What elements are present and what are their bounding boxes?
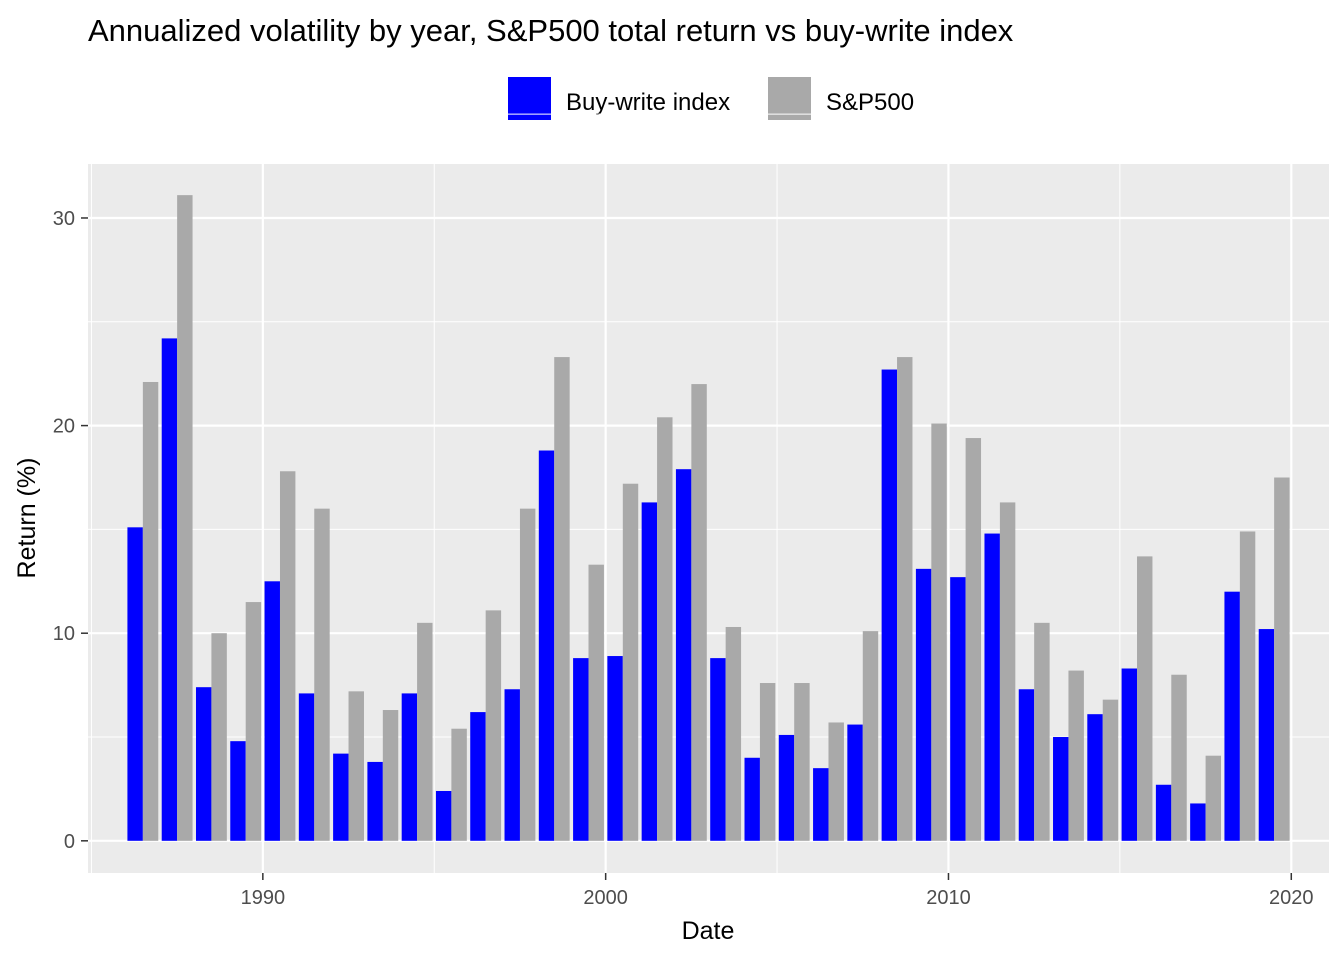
bar-sp500-1990 [279,471,296,841]
bar-buy-write-2011 [984,533,1000,841]
bar-sp500-1993 [382,710,399,841]
bars [127,195,1290,841]
bar-buy-write-2009 [915,568,932,841]
bar-buy-write-2000 [607,656,623,841]
bar-buy-write-2016 [1155,784,1172,841]
bar-buy-write-2012 [1018,689,1035,841]
bar-buy-write-2017 [1190,803,1206,841]
bar-buy-write-2015 [1121,668,1138,841]
bar-buy-write-2003 [710,658,726,841]
bar-buy-write-2004 [744,757,760,841]
bar-sp500-2019 [1274,477,1290,841]
bar-buy-write-1991 [298,693,315,841]
bar-sp500-2008 [897,357,913,841]
grid-minor [88,113,1329,873]
bar-buy-write-2006 [813,768,829,841]
x-tick-label: 2000 [583,887,628,909]
bar-sp500-1986 [142,381,159,841]
bar-buy-write-2007 [847,724,863,841]
bar-sp500-1989 [245,602,262,841]
bar-sp500-2001 [657,417,673,841]
bar-buy-write-2019 [1258,629,1275,841]
bar-sp500-1997 [519,508,536,841]
legend-label-sp500: S&P500 [826,89,914,116]
legend-label-buy-write: Buy-write index [566,89,730,116]
x-tick-label: 1990 [241,887,286,909]
bar-sp500-2013 [1068,670,1084,841]
bar-sp500-2011 [999,502,1016,841]
bar-buy-write-1992 [333,753,349,841]
bar-sp500-2015 [1137,556,1153,841]
y-tick-label: 30 [53,208,75,230]
chart-title: Annualized volatility by year, S&P500 to… [88,13,1014,48]
bar-buy-write-1988 [195,687,212,841]
bar-buy-write-2018 [1224,591,1240,841]
bar-buy-write-1999 [573,658,589,841]
bar-buy-write-1990 [264,581,280,841]
bar-sp500-1994 [417,622,433,841]
bar-buy-write-1996 [470,712,486,841]
bar-sp500-2016 [1171,674,1187,841]
bar-buy-write-2001 [641,502,658,841]
x-axis-title: Date [682,917,735,945]
bar-sp500-1995 [451,728,467,841]
bar-sp500-2010 [965,438,982,841]
x-tick-label: 2020 [1269,887,1314,909]
legend-swatch-sp500 [768,77,811,120]
bar-sp500-1991 [314,508,330,841]
bar-sp500-2007 [862,631,879,841]
bar-sp500-2004 [759,683,776,841]
x-axis: 1990 2000 2010 2020 [241,873,1314,909]
bar-sp500-1999 [588,564,604,841]
legend: Buy-write index S&P500 [508,77,914,120]
bar-buy-write-1995 [435,790,452,841]
bar-buy-write-2005 [778,734,795,841]
bar-sp500-2017 [1205,755,1222,841]
bar-sp500-2000 [622,483,639,841]
bar-sp500-2002 [691,384,707,841]
bar-buy-write-2008 [881,369,898,841]
bar-sp500-1992 [348,691,364,841]
bar-sp500-2003 [725,626,742,841]
y-tick-label: 20 [53,416,75,438]
y-axis: 0 10 20 30 [53,208,88,853]
bar-sp500-1996 [485,610,502,841]
bar-sp500-2009 [931,423,947,841]
y-tick-label: 10 [53,623,75,645]
bar-sp500-2012 [1034,622,1050,841]
bar-buy-write-1989 [230,741,246,841]
bar-sp500-1998 [554,357,570,841]
bar-sp500-1988 [211,633,227,841]
bar-buy-write-1994 [401,693,418,841]
legend-swatch-buy-write [508,77,551,120]
bar-buy-write-1993 [367,761,383,841]
bar-buy-write-1998 [538,450,555,841]
x-tick-label: 2010 [926,887,971,909]
bar-buy-write-1987 [161,338,178,841]
bar-buy-write-1986 [127,527,143,841]
bar-buy-write-2002 [675,469,692,841]
bar-buy-write-2014 [1087,714,1103,841]
bar-sp500-2005 [794,683,810,841]
bar-sp500-2006 [828,722,844,841]
bar-buy-write-2013 [1053,737,1069,841]
bar-buy-write-1997 [504,689,520,841]
bar-buy-write-2010 [950,577,966,841]
bar-sp500-1987 [177,195,193,841]
y-axis-title: Return (%) [13,458,41,579]
bar-sp500-2014 [1102,699,1119,841]
y-tick-label: 0 [64,831,75,853]
bar-sp500-2018 [1239,531,1256,841]
